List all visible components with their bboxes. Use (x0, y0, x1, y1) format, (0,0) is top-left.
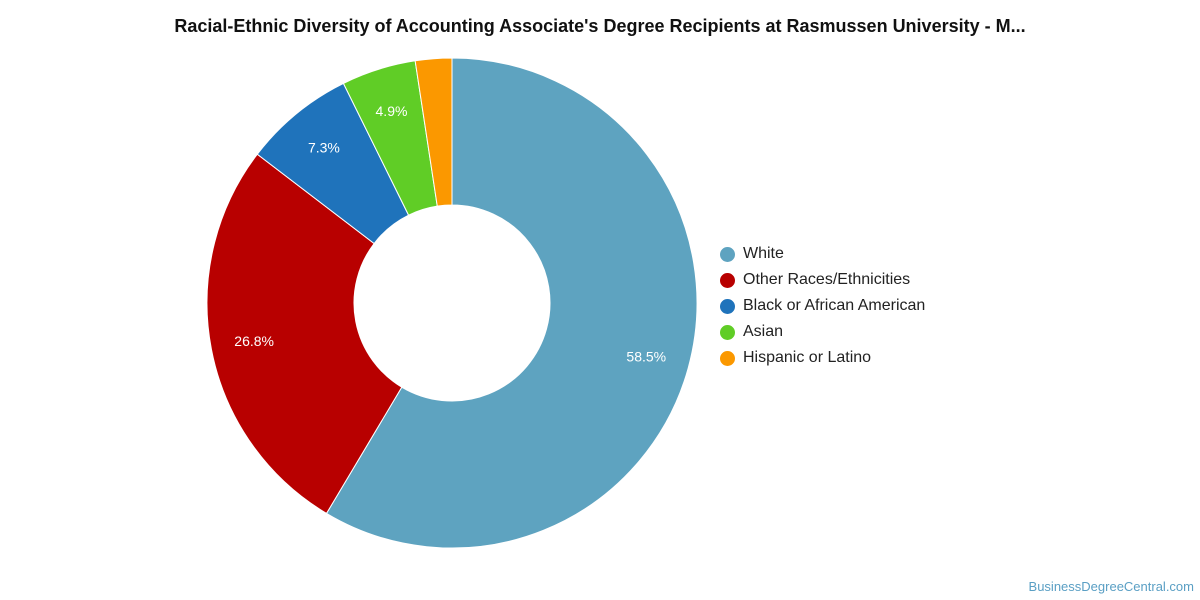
legend-item-hispanic[interactable]: Hispanic or Latino (720, 345, 925, 371)
legend: White Other Races/Ethnicities Black or A… (720, 241, 925, 371)
legend-swatch-other-races (720, 272, 735, 288)
watermark[interactable]: BusinessDegreeCentral.com (1028, 579, 1194, 594)
legend-label-hispanic: Hispanic or Latino (743, 349, 872, 366)
legend-swatch-white (720, 246, 735, 262)
slice-hispanic-or-latino[interactable] (414, 57, 453, 207)
legend-item-white[interactable]: White (720, 241, 925, 267)
legend-label-white: White (743, 245, 784, 262)
legend-swatch-asian (720, 324, 735, 340)
legend-item-other-races[interactable]: Other Races/Ethnicities (720, 267, 925, 293)
legend-label-asian: Asian (743, 323, 784, 340)
legend-swatch-black (720, 298, 735, 314)
slice-white[interactable] (325, 57, 698, 549)
legend-label-other-races: Other Races/Ethnicities (743, 271, 911, 288)
data-label-asian: 4.9% (376, 103, 408, 119)
data-label-white: 58.5% (626, 349, 666, 365)
chart-title: Racial-Ethnic Diversity of Accounting As… (174, 16, 1026, 36)
legend-item-black[interactable]: Black or African American (720, 293, 925, 319)
legend-item-asian[interactable]: Asian (720, 319, 925, 345)
data-label-black-or-african-american: 7.3% (308, 139, 340, 155)
legend-swatch-hispanic (720, 350, 735, 366)
legend-label-black: Black or African American (743, 297, 926, 314)
slice-other-races-ethnicities[interactable] (206, 153, 403, 515)
data-label-other-races-ethnicities: 26.8% (234, 333, 274, 349)
